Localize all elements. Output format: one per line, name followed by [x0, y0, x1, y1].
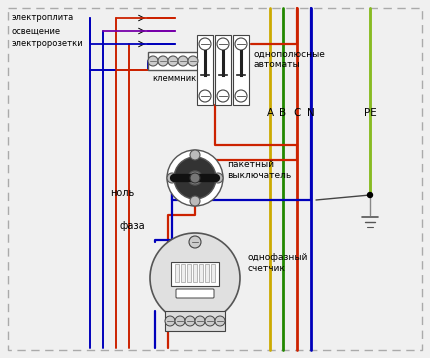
Bar	[187, 264, 191, 282]
Circle shape	[190, 150, 200, 160]
Circle shape	[217, 38, 229, 50]
Circle shape	[167, 150, 223, 206]
Circle shape	[215, 316, 225, 326]
Circle shape	[175, 316, 185, 326]
Circle shape	[189, 236, 201, 248]
Circle shape	[165, 316, 175, 326]
Text: B: B	[280, 108, 286, 118]
Text: фаза: фаза	[120, 221, 146, 231]
Circle shape	[213, 173, 223, 183]
FancyBboxPatch shape	[176, 289, 214, 298]
Text: A: A	[267, 108, 273, 118]
Bar	[199, 264, 203, 282]
Text: электроплита: электроплита	[12, 14, 74, 23]
Text: ноль: ноль	[110, 188, 134, 198]
Circle shape	[178, 56, 188, 66]
Circle shape	[217, 90, 229, 102]
Text: освещение: освещение	[12, 26, 61, 35]
Text: PE: PE	[364, 108, 376, 118]
Text: клеммник: клеммник	[152, 74, 196, 83]
Text: C: C	[293, 108, 301, 118]
Circle shape	[190, 196, 200, 206]
Circle shape	[188, 56, 198, 66]
Circle shape	[158, 56, 168, 66]
Bar	[165, 311, 225, 331]
Circle shape	[368, 193, 372, 198]
Circle shape	[199, 90, 211, 102]
Circle shape	[188, 171, 202, 185]
Circle shape	[235, 38, 247, 50]
Bar	[175, 264, 179, 282]
Bar	[193, 264, 197, 282]
Bar	[171, 262, 219, 286]
Circle shape	[199, 38, 211, 50]
Bar	[181, 264, 185, 282]
Text: однофазный
счетчик: однофазный счетчик	[248, 253, 308, 273]
Circle shape	[150, 233, 240, 323]
Bar	[197, 35, 213, 105]
Bar	[211, 264, 215, 282]
Bar	[215, 35, 231, 105]
Bar	[233, 35, 249, 105]
Bar	[205, 264, 209, 282]
Circle shape	[148, 56, 158, 66]
Circle shape	[235, 90, 247, 102]
Text: пакетный
выключатель: пакетный выключатель	[227, 160, 291, 180]
Circle shape	[174, 157, 216, 199]
Text: электророзетки: электророзетки	[12, 39, 83, 48]
Circle shape	[190, 173, 200, 183]
Circle shape	[205, 316, 215, 326]
Text: N: N	[307, 108, 315, 118]
Text: однополюсные
автоматы: однополюсные автоматы	[254, 50, 326, 69]
Bar	[148, 52, 200, 70]
Circle shape	[168, 56, 178, 66]
Circle shape	[195, 316, 205, 326]
Circle shape	[167, 173, 177, 183]
Circle shape	[185, 316, 195, 326]
